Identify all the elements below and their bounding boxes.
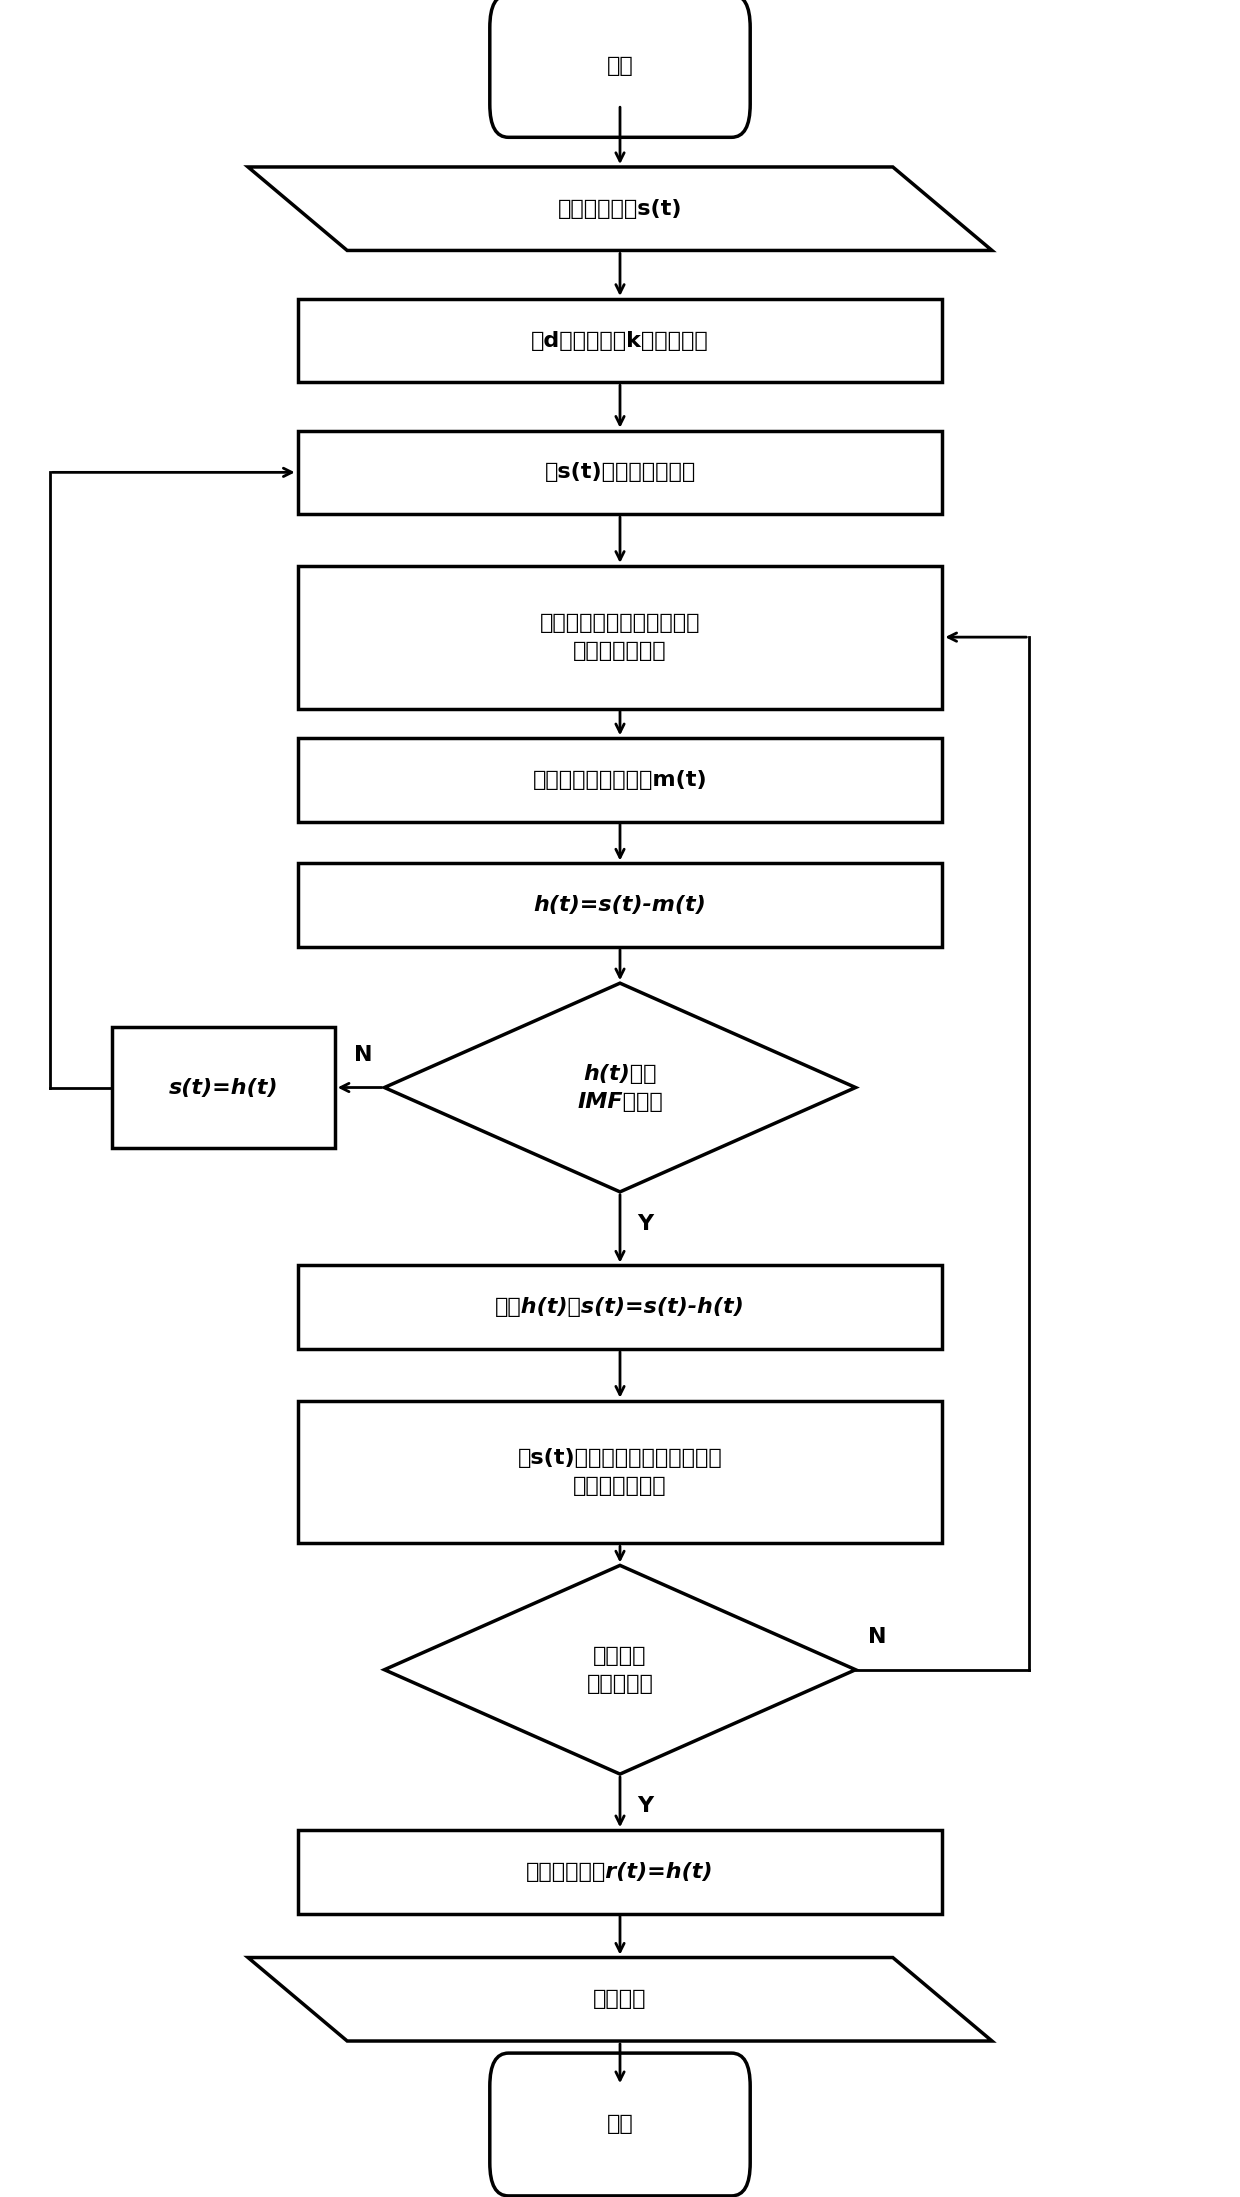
- FancyBboxPatch shape: [298, 1402, 942, 1544]
- Polygon shape: [384, 984, 856, 1193]
- Polygon shape: [384, 1566, 856, 1775]
- FancyBboxPatch shape: [298, 863, 942, 947]
- Polygon shape: [248, 1958, 992, 2041]
- Text: 保存剩余分量r(t)=h(t): 保存剩余分量r(t)=h(t): [526, 1861, 714, 1883]
- Text: 将s(t)沿方向向量投影，找出映
射信号的极值点: 将s(t)沿方向向量投影，找出映 射信号的极值点: [517, 1448, 723, 1496]
- FancyBboxPatch shape: [490, 2052, 750, 2197]
- Text: Y: Y: [636, 1215, 653, 1235]
- FancyBboxPatch shape: [298, 567, 942, 710]
- Polygon shape: [248, 167, 992, 250]
- FancyBboxPatch shape: [298, 299, 942, 382]
- FancyBboxPatch shape: [490, 0, 750, 138]
- Text: 输入多元信号s(t): 输入多元信号s(t): [558, 198, 682, 220]
- Text: 将s(t)沿方向向量投影: 将s(t)沿方向向量投影: [544, 461, 696, 483]
- Text: 在d维空间建立k个方向向量: 在d维空间建立k个方向向量: [531, 330, 709, 352]
- FancyBboxPatch shape: [298, 431, 942, 514]
- FancyBboxPatch shape: [298, 1830, 942, 1914]
- Text: N: N: [353, 1044, 372, 1066]
- Text: Y: Y: [636, 1797, 653, 1817]
- Text: 开始: 开始: [606, 55, 634, 77]
- Text: 结束: 结束: [606, 2114, 634, 2135]
- Text: 求多元包络局部均值m(t): 求多元包络局部均值m(t): [533, 769, 707, 791]
- Text: 插值映射信号极值点，拟合
出多元信号包络: 插值映射信号极值点，拟合 出多元信号包络: [539, 613, 701, 661]
- Text: h(t)=s(t)-m(t): h(t)=s(t)-m(t): [533, 894, 707, 916]
- Text: s(t)=h(t): s(t)=h(t): [169, 1077, 278, 1098]
- Text: N: N: [868, 1626, 887, 1648]
- Text: 保存h(t)，s(t)=s(t)-h(t): 保存h(t)，s(t)=s(t)-h(t): [495, 1296, 745, 1318]
- FancyBboxPatch shape: [112, 1028, 335, 1149]
- FancyBboxPatch shape: [298, 1265, 942, 1349]
- FancyBboxPatch shape: [298, 738, 942, 822]
- Text: 满足筛选
停止准则？: 满足筛选 停止准则？: [587, 1646, 653, 1694]
- Text: h(t)满足
IMF准则？: h(t)满足 IMF准则？: [577, 1063, 663, 1112]
- Text: 输出结果: 输出结果: [593, 1988, 647, 2010]
